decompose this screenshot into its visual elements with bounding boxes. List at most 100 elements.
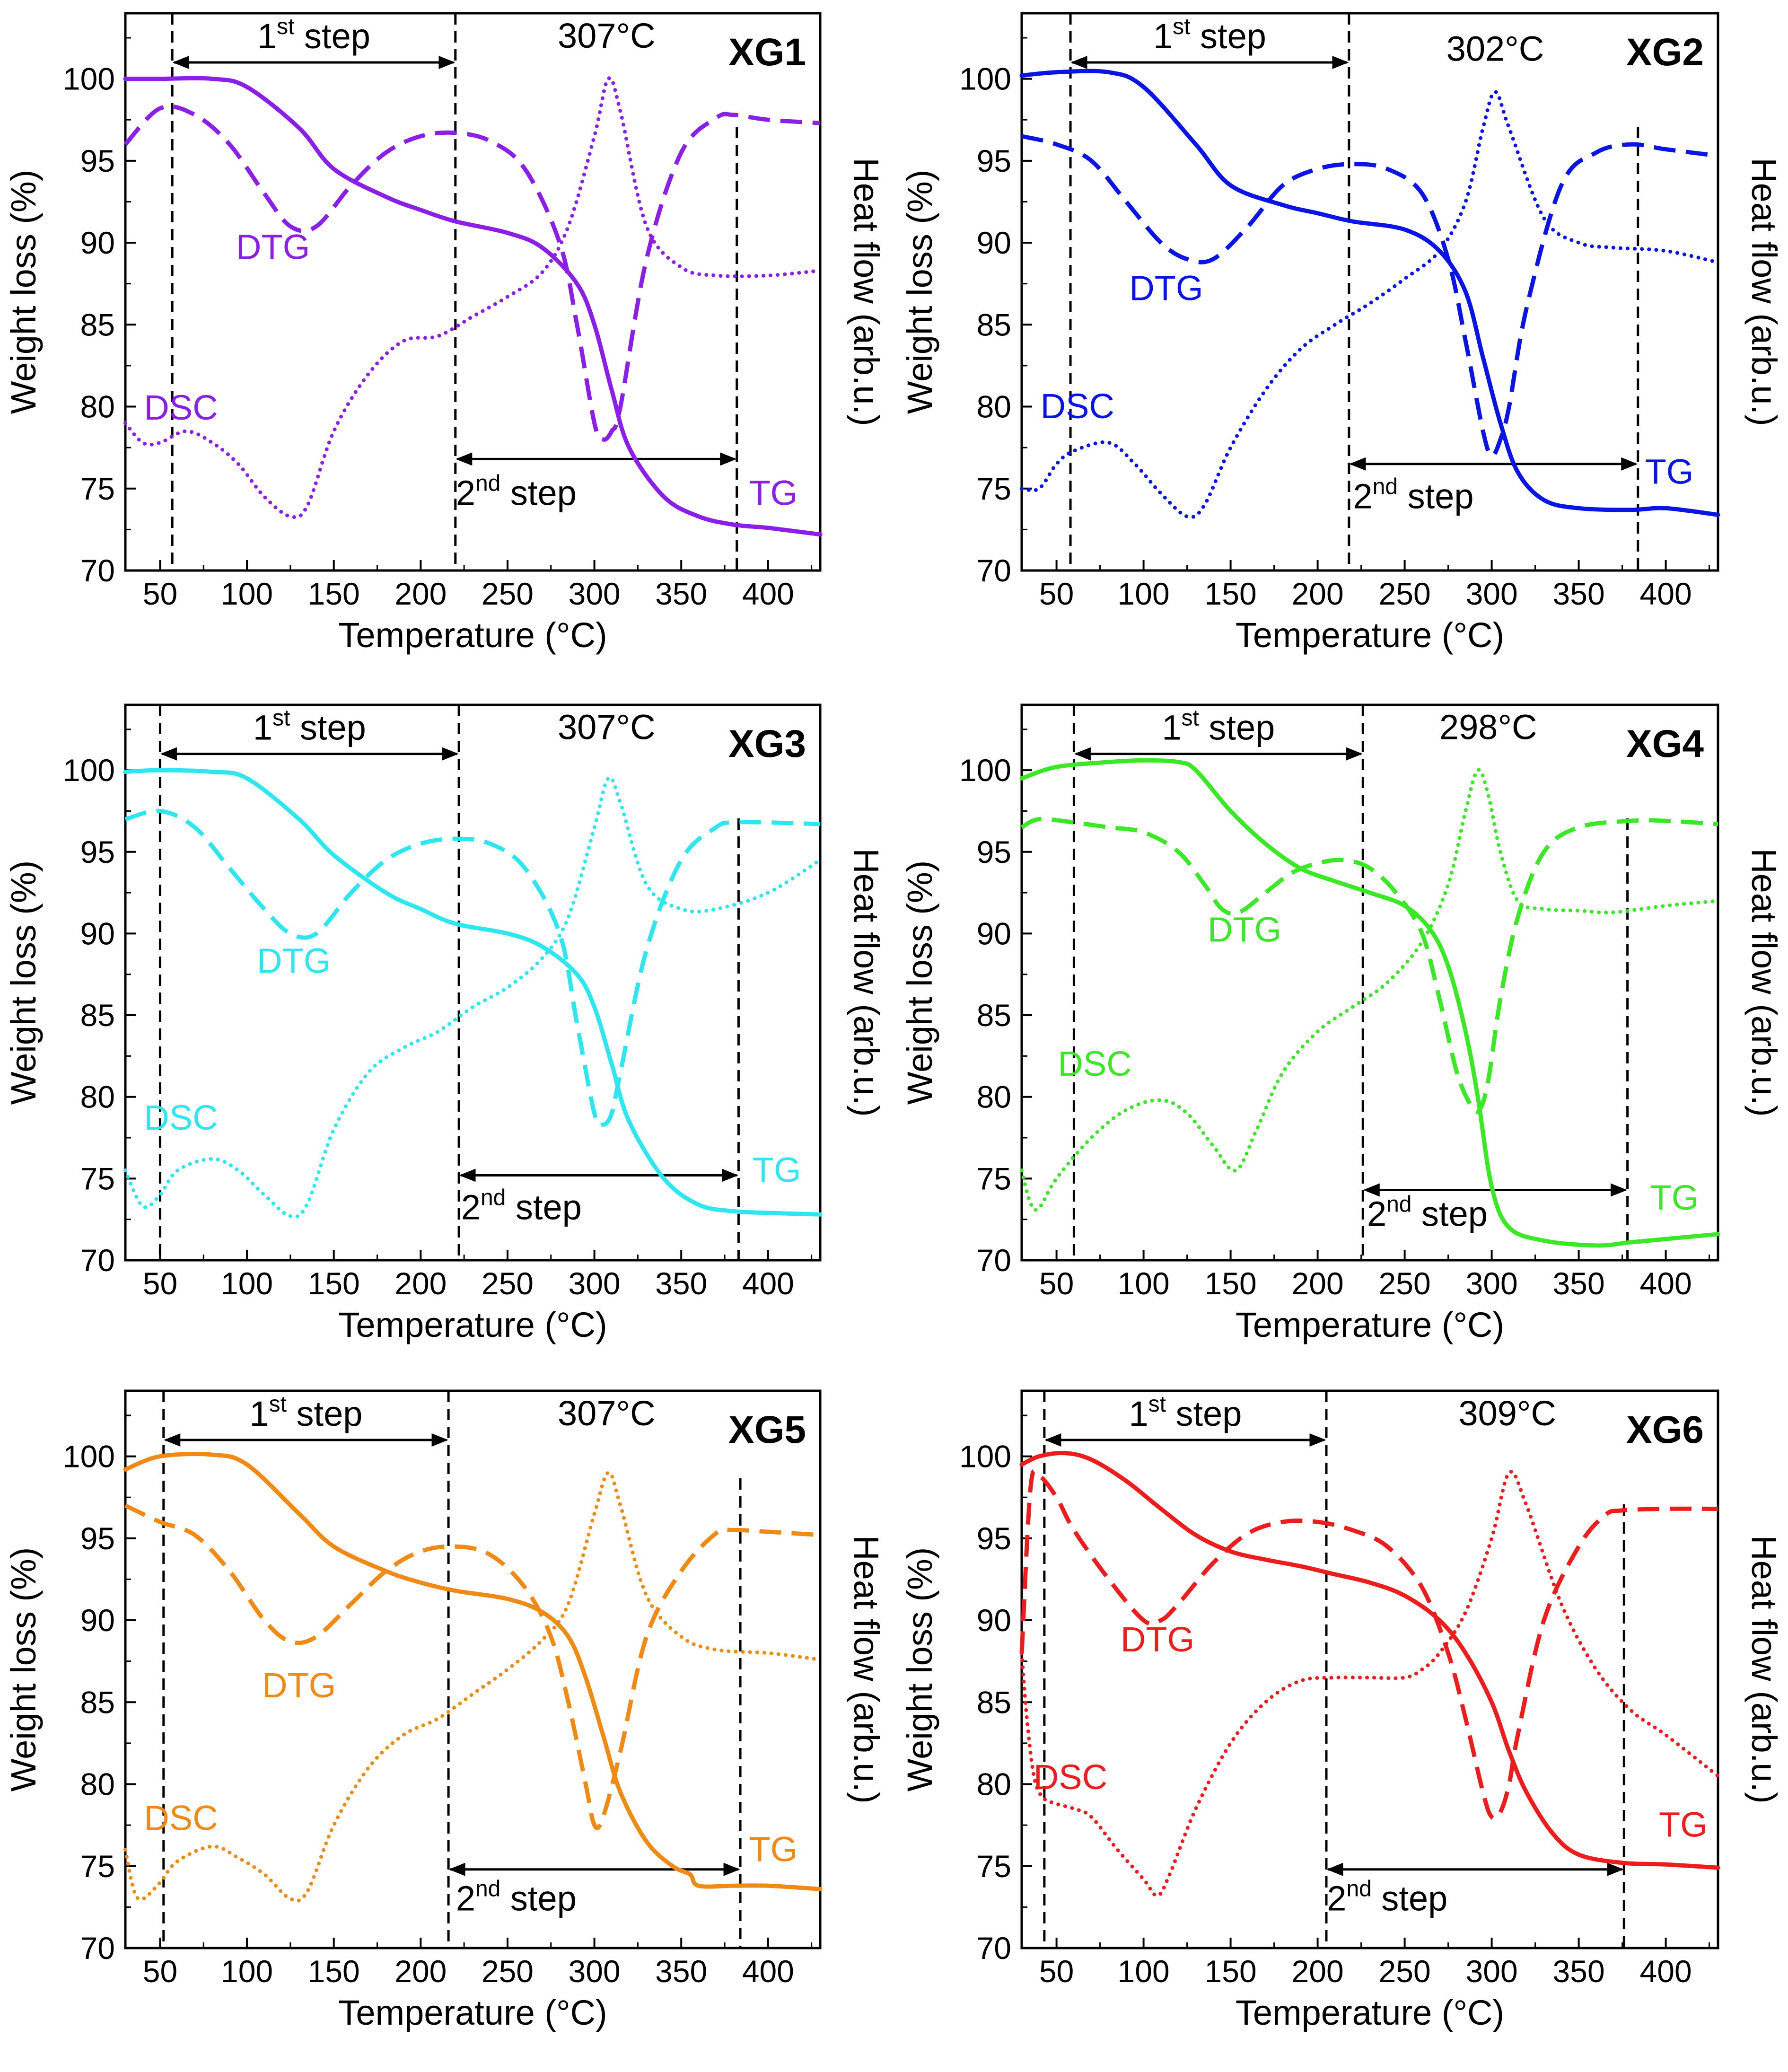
y-tick-label: 80: [977, 1767, 1011, 1802]
y-tick-label: 75: [977, 471, 1011, 506]
x-tick-label: 50: [143, 1266, 177, 1301]
step2-label-superscript: nd: [481, 1185, 506, 1211]
x-tick-label: 100: [1118, 1954, 1170, 1989]
step2-label: 2nd step: [461, 1185, 582, 1227]
y-tick-label: 70: [977, 1243, 1011, 1278]
x-tick-label: 400: [742, 1266, 794, 1301]
y-tick-label: 70: [80, 1243, 115, 1278]
tg-label: TG: [1645, 452, 1694, 491]
panel-xg2: 50 100 150 200 250 300 350 400 70 75 80 85 90 95 100 Te…: [900, 12, 1784, 655]
dsc-label: DSC: [144, 1799, 218, 1838]
step2-label-superscript: nd: [1346, 1876, 1371, 1901]
step2-label-superscript: nd: [475, 471, 500, 496]
y-tick-label: 95: [80, 1521, 115, 1556]
step2-label-word: step: [506, 1188, 581, 1227]
x-tick-label: 50: [1039, 1266, 1074, 1301]
x-tick-label: 100: [1118, 1266, 1170, 1301]
y-tick-label: 80: [977, 1080, 1011, 1115]
x-tick-label: 300: [1466, 576, 1518, 611]
x-axis-title: Temperature (°C): [1236, 1305, 1504, 1344]
tg-curve: [123, 1452, 823, 1891]
y-tick-label: 100: [63, 61, 115, 97]
peak-temperature-label: 302°C: [1446, 29, 1544, 68]
plot-frame: [1020, 1389, 1719, 1949]
dsc-label: DSC: [144, 388, 218, 427]
y-tick-label: 75: [977, 1161, 1011, 1196]
x-tick-label: 350: [1553, 1266, 1605, 1301]
x-tick-label: 200: [1292, 1266, 1344, 1301]
x-tick-label: 150: [1205, 1954, 1257, 1989]
y-tick-label: 80: [977, 389, 1011, 424]
panel-xg1: 50 100 150 200 250 300 350 400 70 75 80 85 90 95 100 Te…: [4, 12, 886, 655]
x-tick-label: 150: [308, 1266, 360, 1301]
dsc-curve: [1020, 768, 1720, 1212]
y-tick-label: 75: [977, 1849, 1011, 1884]
x-tick-label: 200: [394, 576, 447, 611]
x-tick-label: 300: [569, 1954, 621, 1989]
x-tick-label: 50: [1039, 576, 1074, 611]
y-tick-label: 100: [63, 1439, 115, 1474]
y-tick-label: 85: [977, 1685, 1011, 1720]
dsc-curve: [123, 775, 822, 1219]
dtg-label: DTG: [236, 228, 310, 267]
y-tick-label: 95: [80, 834, 115, 869]
y-tick-label: 85: [977, 307, 1011, 342]
x-tick-label: 400: [1640, 1266, 1692, 1301]
y-tick-label: 70: [80, 1931, 115, 1966]
tg-curve: [123, 768, 823, 1217]
x-axis-title: Temperature (°C): [338, 1305, 607, 1344]
dtg-curve: [1020, 817, 1718, 1114]
step1-label: 1st step: [1162, 706, 1275, 747]
y-tick-label: 100: [959, 753, 1011, 788]
step2-label-superscript: nd: [1386, 1192, 1411, 1217]
y-tick-label: 100: [959, 1439, 1011, 1474]
x-tick-label: 250: [1379, 1266, 1431, 1301]
x-tick-label: 250: [482, 1954, 534, 1989]
step1-label-number: 1: [1153, 17, 1173, 56]
y-tick-label: 95: [977, 1521, 1011, 1556]
y-tick-label: 80: [80, 1767, 115, 1802]
plot-frame: [124, 1389, 822, 1949]
tg-curve: [1019, 758, 1720, 1248]
y-axis-right-title: Heat flow (arb.u.): [847, 158, 886, 426]
peak-temperature-label: 307°C: [558, 16, 656, 55]
y-tick-label: 100: [63, 753, 115, 788]
step2-label-number: 2: [456, 473, 475, 512]
plot-frame: [1020, 12, 1719, 572]
tg-label: TG: [749, 1829, 798, 1869]
y-axis-right-title: Heat flow (arb.u.): [847, 1535, 886, 1804]
x-tick-label: 350: [655, 1266, 707, 1301]
x-tick-label: 250: [1379, 1954, 1431, 1989]
step2-label-word: step: [1398, 476, 1473, 516]
step2-label-word: step: [1372, 1879, 1447, 1918]
y-tick-label: 85: [80, 307, 115, 342]
x-tick-label: 150: [308, 1954, 360, 1989]
x-tick-label: 50: [143, 1954, 177, 1989]
y-axis-title: Weight loss (%): [900, 170, 939, 414]
y-axis-title: Weight loss (%): [4, 860, 43, 1105]
x-tick-label: 300: [1466, 1266, 1518, 1301]
dtg-curve: [1021, 134, 1718, 458]
tg-curve: [1019, 69, 1720, 517]
dtg-label: DTG: [262, 1666, 336, 1705]
x-tick-label: 100: [221, 1266, 273, 1301]
x-tick-label: 50: [143, 576, 177, 611]
x-tick-label: 100: [1118, 576, 1170, 611]
step1-label-superscript: st: [277, 14, 294, 39]
step1-label-superscript: st: [1182, 706, 1199, 731]
dtg-label: DTG: [1208, 910, 1281, 949]
y-tick-label: 75: [80, 471, 115, 506]
step1-label-superscript: st: [1173, 14, 1190, 39]
step1-label-word: step: [1190, 17, 1266, 56]
y-tick-label: 85: [977, 998, 1011, 1033]
x-tick-label: 250: [482, 576, 534, 611]
y-axis-right-title: Heat flow (arb.u.): [847, 848, 886, 1117]
step2-label-number: 2: [1353, 476, 1373, 516]
dtg-curve: [124, 1503, 821, 1831]
y-axis-title: Weight loss (%): [4, 170, 43, 414]
y-tick-label: 70: [80, 553, 115, 588]
peak-temperature-label: 307°C: [558, 708, 656, 747]
step2-label-number: 2: [461, 1188, 481, 1227]
tg-label: TG: [749, 473, 798, 512]
